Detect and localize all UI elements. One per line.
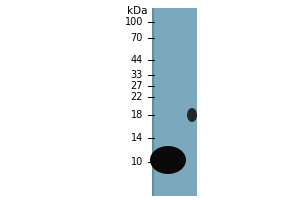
Text: kDa: kDa: [128, 6, 148, 16]
Bar: [152, 8, 154, 196]
Text: 14: 14: [131, 133, 143, 143]
Ellipse shape: [187, 108, 197, 122]
Text: 44: 44: [131, 55, 143, 65]
Text: 33: 33: [131, 70, 143, 80]
Text: 22: 22: [130, 92, 143, 102]
Text: 27: 27: [130, 81, 143, 91]
Text: 10: 10: [131, 157, 143, 167]
Text: 18: 18: [131, 110, 143, 120]
Text: 70: 70: [130, 33, 143, 43]
Text: 100: 100: [124, 17, 143, 27]
Ellipse shape: [150, 146, 186, 174]
Bar: [152, 8, 197, 196]
